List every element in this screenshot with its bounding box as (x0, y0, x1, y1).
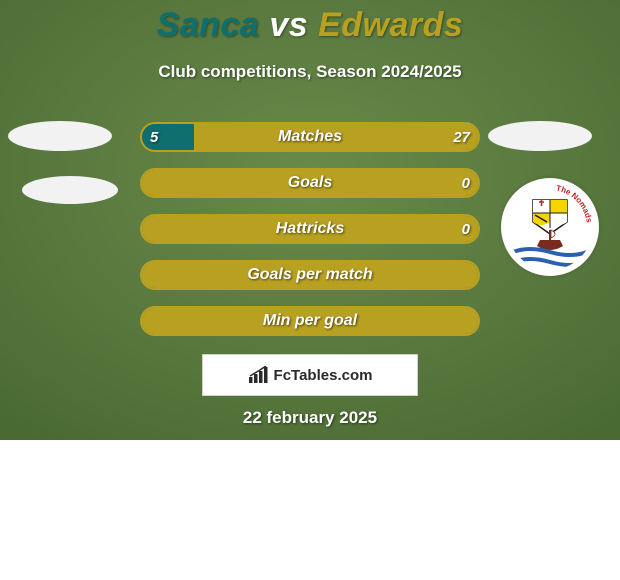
stat-bar-outline (140, 214, 480, 244)
stat-bar-value-right: 0 (462, 168, 470, 198)
comparison-bars: Matches527Goals0Hattricks0Goals per matc… (140, 122, 480, 352)
stat-bar-outline (140, 306, 480, 336)
stat-bar-value-right: 0 (462, 214, 470, 244)
stat-bar-fill-right (142, 170, 478, 196)
badge-waves-icon (513, 249, 587, 265)
player-oval-placeholder (22, 176, 118, 204)
date-text: 22 february 2025 (0, 408, 620, 428)
page-title: Sanca vs Edwards (0, 6, 620, 45)
stat-bar-row: Matches527 (140, 122, 480, 152)
title-vs: vs (269, 6, 308, 44)
subtitle: Club competitions, Season 2024/2025 (0, 62, 620, 82)
stat-bar-fill-right (142, 262, 478, 288)
stat-bar-fill-right (142, 308, 478, 334)
player-oval-placeholder (8, 121, 112, 151)
stat-bar-row: Min per goal (140, 306, 480, 336)
player-oval-placeholder (488, 121, 592, 151)
stat-bar-row: Hattricks0 (140, 214, 480, 244)
attribution-box: FcTables.com (202, 354, 418, 396)
stat-bar-value-left: 5 (150, 122, 158, 152)
club-badge: The Nomads (501, 178, 599, 276)
bar-chart-icon (248, 366, 270, 384)
stat-bar-outline (140, 260, 480, 290)
club-badge-inner: The Nomads (507, 184, 593, 270)
stat-bar-value-right: 27 (453, 122, 470, 152)
title-player1: Sanca (157, 6, 260, 44)
stat-bar-fill-right (194, 124, 478, 150)
title-player2: Edwards (318, 6, 463, 44)
attribution-text: FcTables.com (274, 367, 373, 384)
stat-bar-row: Goals0 (140, 168, 480, 198)
comparison-infographic: Sanca vs Edwards Club competitions, Seas… (0, 0, 620, 440)
stat-bar-outline (140, 122, 480, 152)
stat-bar-row: Goals per match (140, 260, 480, 290)
badge-ship-icon (537, 230, 563, 250)
stat-bar-fill-right (142, 216, 478, 242)
stat-bar-outline (140, 168, 480, 198)
